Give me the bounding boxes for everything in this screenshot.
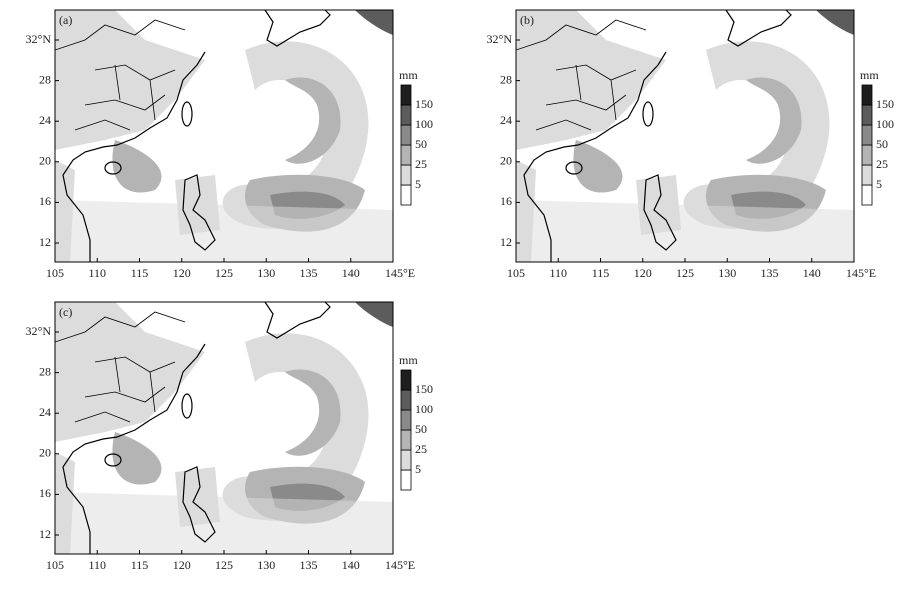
colorbar-label: 50	[876, 137, 888, 151]
x-tick-label: 145°E	[385, 266, 415, 280]
y-tick-label: 16	[500, 194, 512, 208]
y-tick-label: 20	[39, 446, 51, 460]
map-content	[55, 10, 393, 262]
x-tick-label: 135	[761, 266, 779, 280]
y-tick-label: 28	[500, 72, 512, 86]
map-content	[55, 302, 393, 554]
colorbar-unit: mm	[399, 68, 418, 82]
colorbar-box	[400, 184, 412, 206]
y-tick-label: 24	[500, 113, 512, 127]
colorbar-box	[400, 84, 412, 106]
map-panel: (c) 105 110 115 120 125 130 135 140 145°E 12 16 20 24…	[26, 301, 433, 572]
colorbar-label: 5	[415, 177, 421, 191]
colorbar-box	[400, 389, 412, 411]
y-tick-label: 12	[39, 527, 51, 541]
x-tick-label: 130	[257, 558, 275, 572]
colorbar-label: 25	[876, 157, 888, 171]
y-tick-label: 32°N	[26, 32, 52, 46]
y-tick-label: 24	[39, 405, 51, 419]
colorbar-label: 50	[415, 422, 427, 436]
colorbar-box	[400, 124, 412, 146]
x-tick-label: 130	[718, 266, 736, 280]
map-content	[516, 10, 854, 262]
y-tick-label: 12	[500, 235, 512, 249]
x-tick-label: 110	[88, 266, 106, 280]
y-tick-label: 16	[39, 486, 51, 500]
x-tick-label: 120	[634, 266, 652, 280]
x-tick-label: 115	[592, 266, 610, 280]
map-panel: (b) 105 110 115 120 125 130 135 140 145°E 12 16 20 24…	[487, 9, 894, 280]
colorbar-box	[400, 144, 412, 166]
precipitation	[516, 10, 854, 262]
x-tick-label: 120	[173, 266, 191, 280]
x-tick-label: 105	[507, 266, 525, 280]
colorbar-label: 150	[415, 97, 433, 111]
colorbar-box	[400, 164, 412, 186]
colorbar-box	[400, 449, 412, 471]
colorbar-label: 5	[415, 462, 421, 476]
colorbar-box	[861, 84, 873, 106]
y-tick-label: 20	[500, 154, 512, 168]
y-tick-label: 20	[39, 154, 51, 168]
precipitation	[55, 302, 393, 554]
colorbar-unit: mm	[399, 353, 418, 367]
colorbar-box	[861, 104, 873, 126]
map-panel: (a) 105 110 115 120 125 130 135 140 145°E 12 16 20 24…	[26, 9, 433, 280]
colorbar-label: 25	[415, 442, 427, 456]
colorbar-label: 50	[415, 137, 427, 151]
colorbar-unit: mm	[860, 68, 879, 82]
x-tick-label: 110	[549, 266, 567, 280]
colorbar-box	[861, 124, 873, 146]
y-tick-label: 32°N	[487, 32, 513, 46]
y-tick-label: 24	[39, 113, 51, 127]
x-tick-label: 145°E	[846, 266, 876, 280]
x-tick-label: 140	[803, 266, 821, 280]
x-tick-label: 105	[46, 558, 64, 572]
x-tick-label: 105	[46, 266, 64, 280]
x-tick-label: 120	[173, 558, 191, 572]
x-tick-label: 140	[342, 266, 360, 280]
precipitation	[55, 10, 393, 262]
x-tick-label: 125	[676, 266, 694, 280]
x-tick-label: 135	[300, 266, 318, 280]
panel-label: (a)	[59, 13, 72, 27]
colorbar-box	[400, 429, 412, 451]
colorbar-box	[861, 144, 873, 166]
colorbar-label: 5	[876, 177, 882, 191]
colorbar-label: 100	[415, 117, 433, 131]
x-tick-label: 140	[342, 558, 360, 572]
y-tick-label: 16	[39, 194, 51, 208]
x-tick-label: 115	[131, 558, 149, 572]
x-tick-label: 125	[215, 266, 233, 280]
x-tick-label: 125	[215, 558, 233, 572]
colorbar-box	[861, 164, 873, 186]
y-tick-label: 28	[39, 364, 51, 378]
colorbar-label: 100	[876, 117, 894, 131]
y-tick-label: 28	[39, 72, 51, 86]
x-tick-label: 130	[257, 266, 275, 280]
x-tick-label: 145°E	[385, 558, 415, 572]
colorbar-box	[400, 369, 412, 391]
colorbar-label: 150	[876, 97, 894, 111]
y-tick-label: 32°N	[26, 324, 52, 338]
y-tick-label: 12	[39, 235, 51, 249]
colorbar-box	[400, 469, 412, 491]
panel-label: (c)	[59, 305, 72, 319]
x-tick-label: 115	[131, 266, 149, 280]
colorbar-label: 25	[415, 157, 427, 171]
colorbar-box	[861, 184, 873, 206]
x-tick-label: 110	[88, 558, 106, 572]
x-tick-label: 135	[300, 558, 318, 572]
colorbar-box	[400, 409, 412, 431]
colorbar-label: 100	[415, 402, 433, 416]
panel-label: (b)	[520, 13, 534, 27]
colorbar-box	[400, 104, 412, 126]
colorbar-label: 150	[415, 382, 433, 396]
